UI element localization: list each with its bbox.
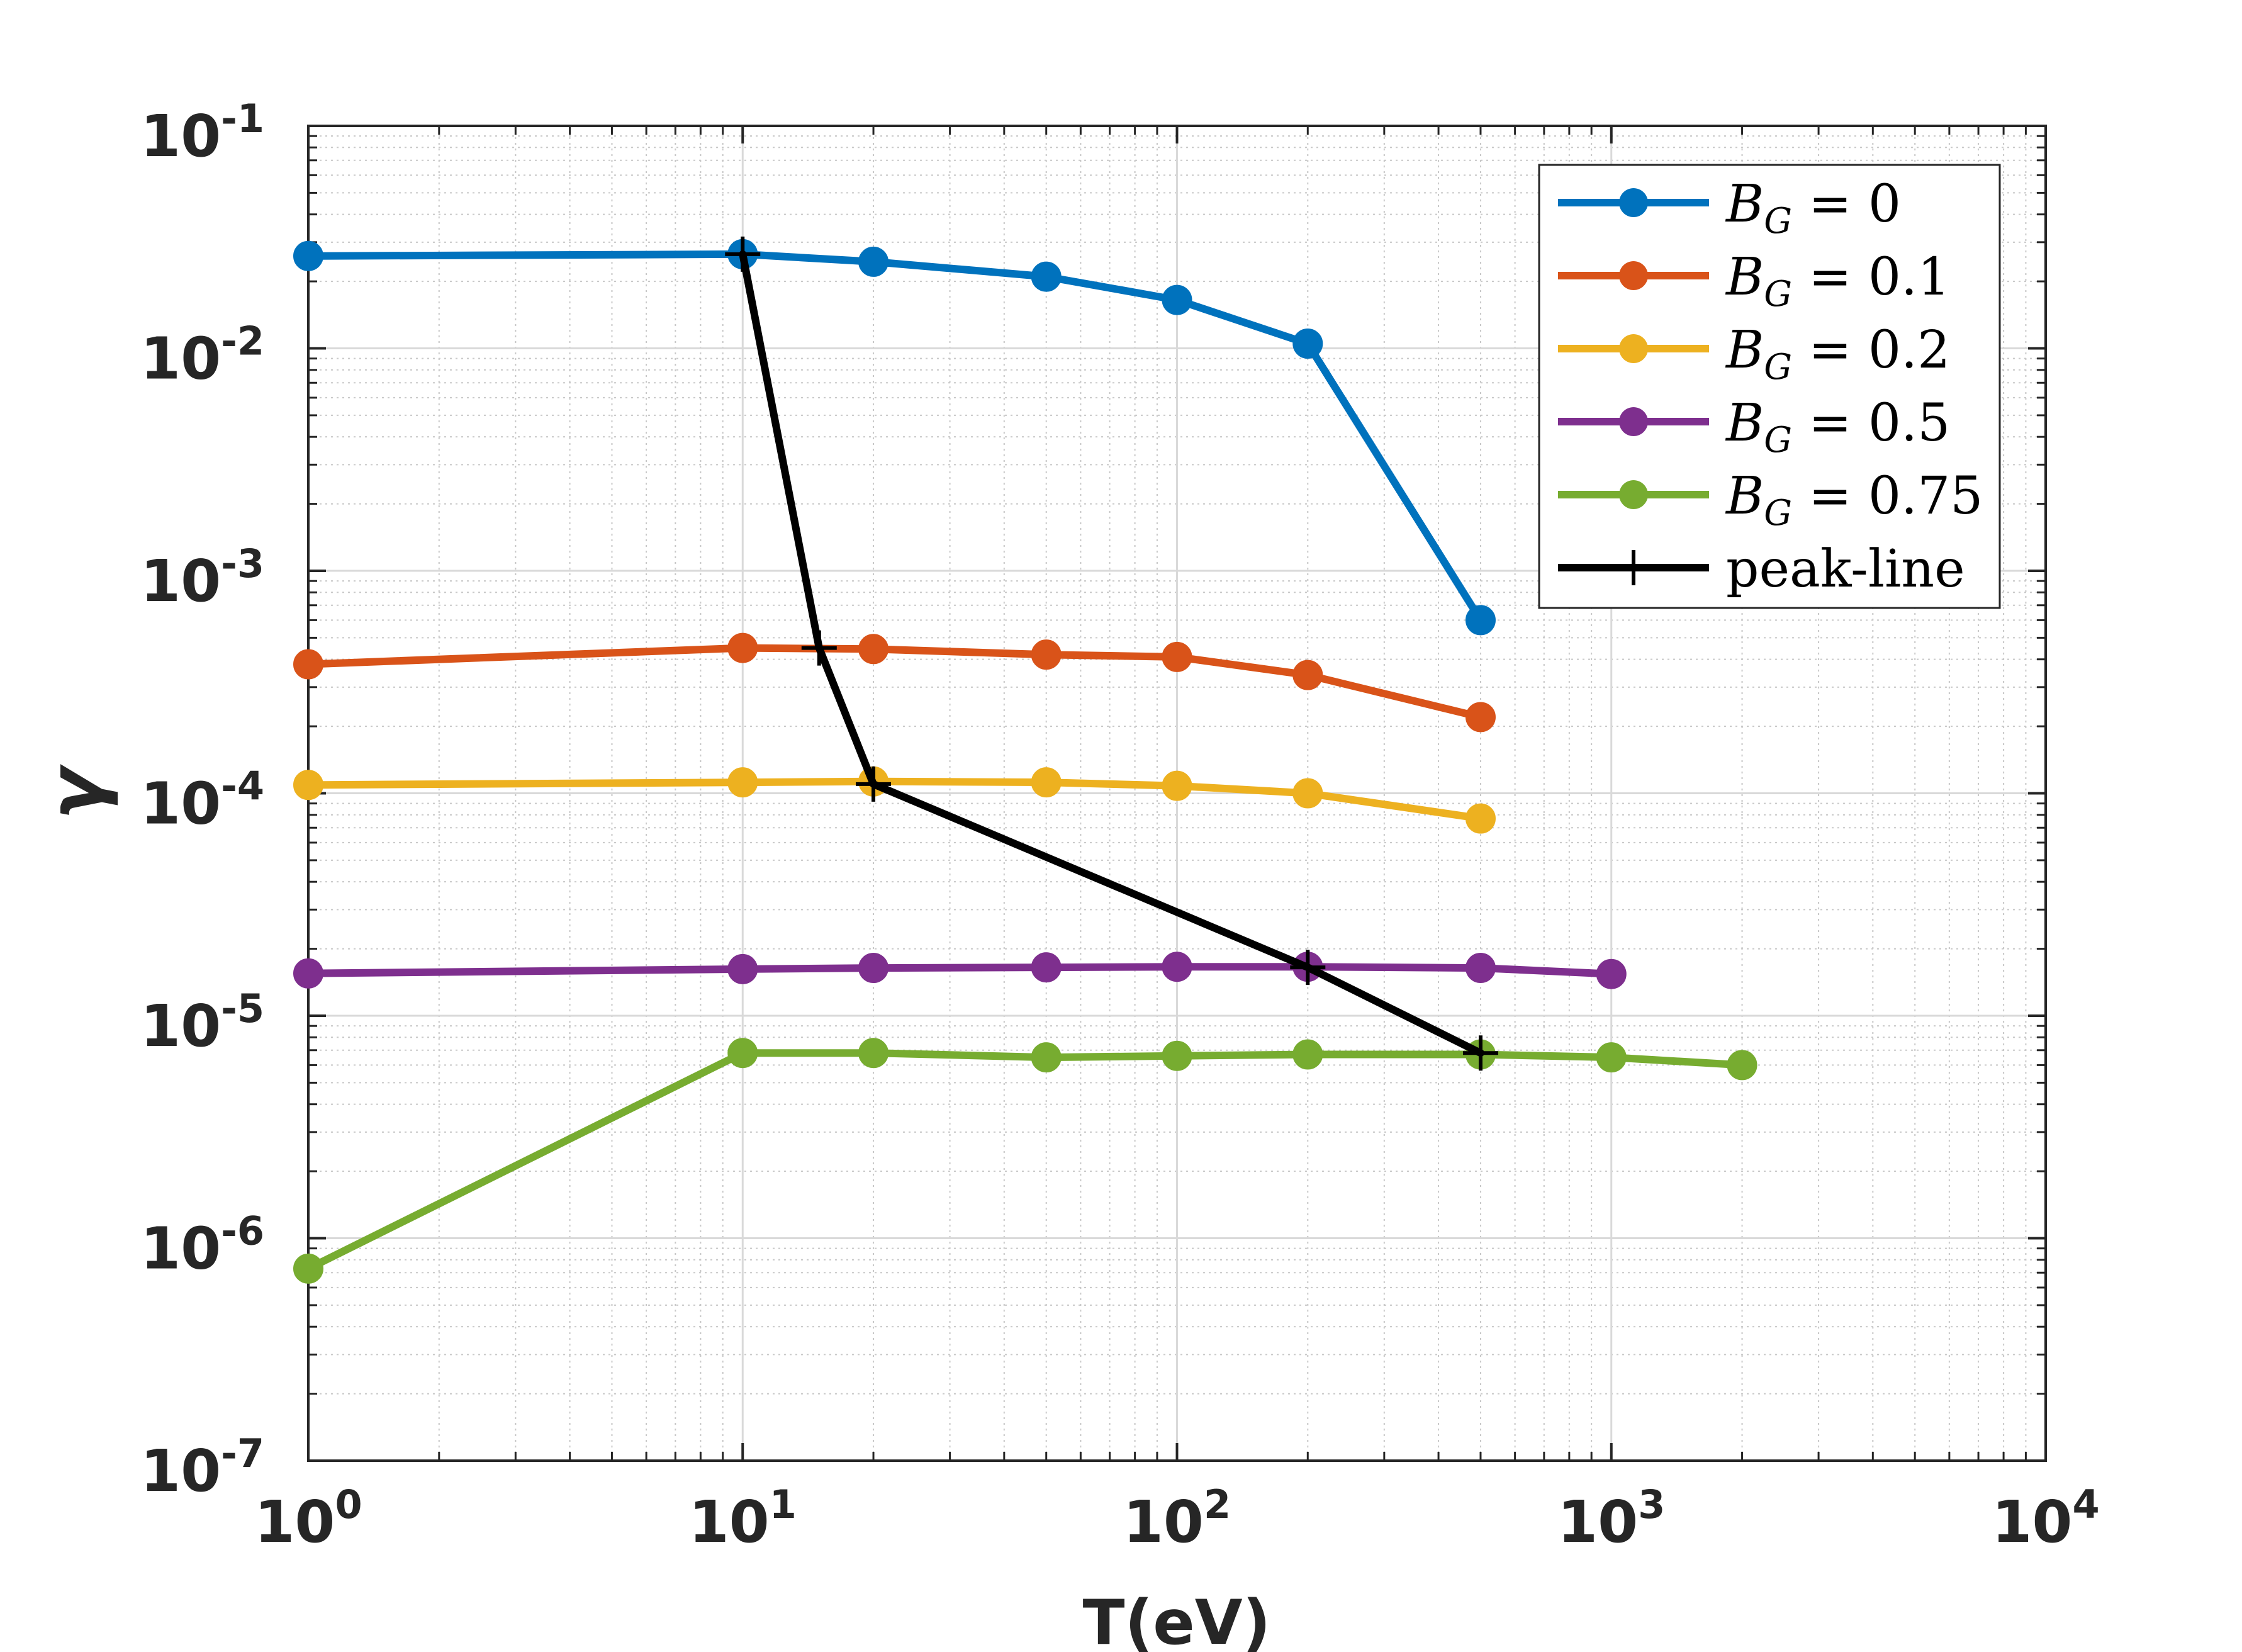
series-1 bbox=[293, 632, 1496, 733]
series-2-point bbox=[293, 770, 323, 801]
series-0-point bbox=[1031, 261, 1062, 292]
series-5 bbox=[725, 236, 1498, 1071]
series-5-point bbox=[725, 236, 761, 272]
legend-swatch-marker bbox=[1619, 188, 1648, 217]
series-3-point bbox=[858, 953, 889, 984]
series-2-point bbox=[727, 767, 758, 798]
legend-swatch-marker bbox=[1619, 480, 1648, 509]
series-4-point bbox=[1292, 1039, 1323, 1070]
legend-entry-3: BG = 0.5 bbox=[1558, 393, 1950, 461]
series-0-point bbox=[858, 246, 889, 277]
legend-box bbox=[1538, 164, 2001, 609]
y-tick-label: 10-1 bbox=[140, 96, 264, 170]
y-tick-label: 10-5 bbox=[140, 986, 264, 1060]
x-tick-label: 104 bbox=[1992, 1481, 2099, 1556]
series-2-point bbox=[1465, 803, 1496, 834]
legend-label: BG = 0.75 bbox=[1725, 466, 1983, 534]
y-tick-label: 10-7 bbox=[140, 1430, 264, 1505]
series-4-point bbox=[1031, 1042, 1062, 1073]
legend-label: peak-line bbox=[1726, 539, 1965, 599]
series-1-point bbox=[1292, 660, 1323, 690]
y-tick-labels: 10-7 10-6 10-5 10-4 10-3 10-2 10-1 bbox=[140, 96, 264, 1505]
legend-label: BG = 0 bbox=[1725, 174, 1901, 242]
legend-swatch-marker bbox=[1619, 334, 1648, 363]
series-5-point bbox=[1290, 950, 1326, 986]
series-0-point bbox=[293, 240, 323, 271]
series-1-point bbox=[1465, 702, 1496, 733]
series-1-point bbox=[1162, 641, 1192, 672]
series-1-point bbox=[727, 632, 758, 663]
legend-label: BG = 0.1 bbox=[1725, 247, 1950, 315]
y-tick-label: 10-6 bbox=[140, 1208, 264, 1283]
legend-swatch-marker bbox=[1616, 550, 1651, 585]
series-5-point bbox=[1462, 1035, 1498, 1071]
series-0-point bbox=[1162, 284, 1192, 315]
series-3-point bbox=[1465, 953, 1496, 984]
series-4-point bbox=[293, 1253, 323, 1284]
legend-entry-4: BG = 0.75 bbox=[1558, 466, 1983, 534]
x-axis-title: T(eV) bbox=[1083, 1587, 1271, 1652]
x-tick-label: 101 bbox=[689, 1481, 797, 1556]
series-1-point bbox=[293, 649, 323, 680]
series-3-point bbox=[1596, 958, 1627, 989]
series-2-point bbox=[1162, 770, 1192, 801]
series-3-line bbox=[305, 963, 1615, 978]
y-tick-label: 10-2 bbox=[140, 318, 264, 393]
x-tick-labels: 100 101 102 103 104 bbox=[254, 1481, 2099, 1556]
series-0-point bbox=[1465, 605, 1496, 636]
series-1-point bbox=[858, 634, 889, 665]
series-3-point bbox=[293, 958, 323, 989]
series-5-point bbox=[801, 630, 837, 666]
legend-label: BG = 0.5 bbox=[1725, 393, 1950, 461]
series-0-point bbox=[1292, 329, 1323, 359]
series-3-point bbox=[1162, 952, 1192, 982]
series-2-point bbox=[1031, 767, 1062, 798]
series-2-point bbox=[1292, 778, 1323, 809]
legend-swatch-marker bbox=[1619, 261, 1648, 290]
series-4-point bbox=[858, 1038, 889, 1069]
series-layer bbox=[293, 236, 1757, 1284]
y-tick-label: 10-4 bbox=[140, 763, 264, 838]
legend-entry-0: BG = 0 bbox=[1558, 174, 1901, 242]
legend: BG = 0BG = 0.1BG = 0.2BG = 0.5BG = 0.75p… bbox=[1538, 164, 2001, 609]
legend-entry-1: BG = 0.1 bbox=[1558, 247, 1950, 315]
series-4-point bbox=[1162, 1040, 1192, 1071]
legend-label: BG = 0.2 bbox=[1725, 320, 1950, 388]
series-5-point bbox=[856, 766, 892, 802]
series-4-point bbox=[1596, 1042, 1627, 1073]
y-tick-label: 10-3 bbox=[140, 541, 264, 615]
x-tick-label: 103 bbox=[1557, 1481, 1665, 1556]
x-tick-label: 102 bbox=[1123, 1481, 1231, 1556]
x-tick-label: 100 bbox=[254, 1481, 362, 1556]
series-3-point bbox=[1031, 952, 1062, 983]
legend-entry-5: peak-line bbox=[1558, 539, 1965, 599]
series-3-point bbox=[727, 953, 758, 984]
series-4-point bbox=[727, 1038, 758, 1069]
y-axis-title: γ bbox=[33, 764, 120, 820]
series-4-point bbox=[1727, 1050, 1757, 1081]
series-1-point bbox=[1031, 639, 1062, 670]
legend-entry-2: BG = 0.2 bbox=[1558, 320, 1950, 388]
legend-swatch-marker bbox=[1619, 407, 1648, 436]
